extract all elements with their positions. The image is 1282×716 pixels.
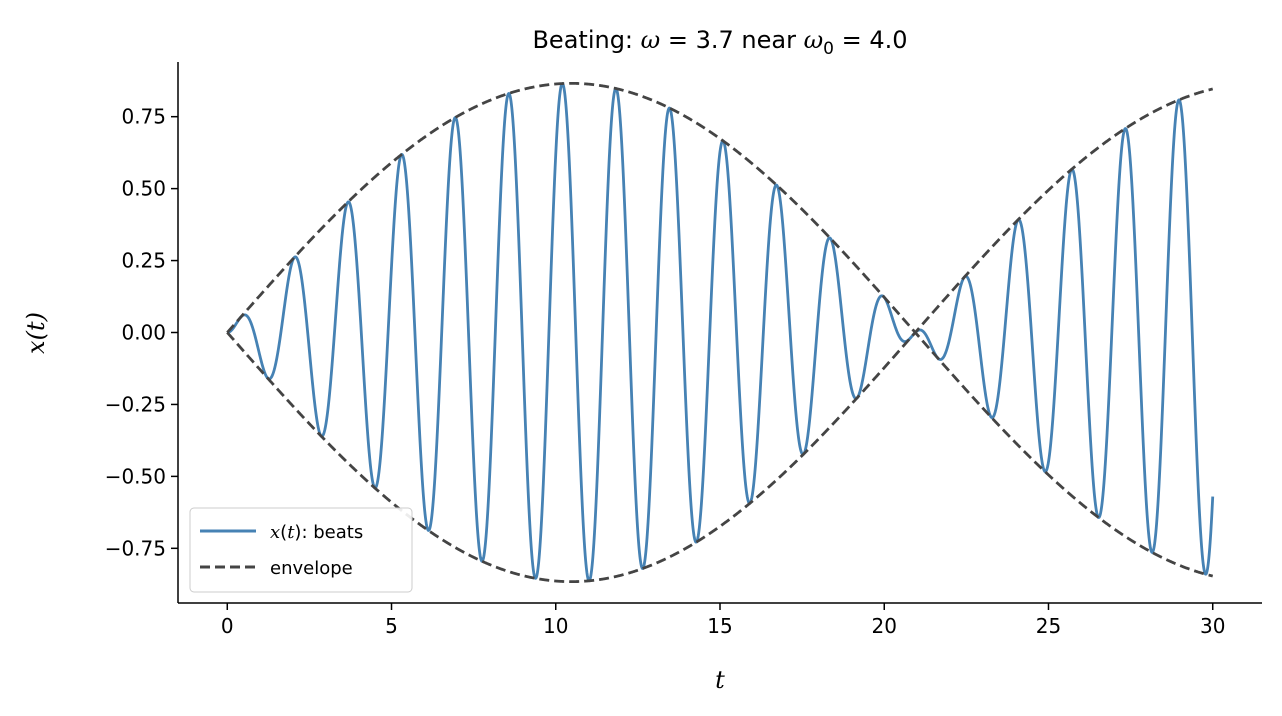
legend: x(t): beats envelope xyxy=(189,507,413,593)
x-tick-label: 0 xyxy=(221,614,234,638)
y-tick-label: 0.25 xyxy=(121,249,166,273)
x-tick-label: 15 xyxy=(707,614,732,638)
x-tick-label: 25 xyxy=(1036,614,1061,638)
legend-box xyxy=(189,507,413,593)
y-tick-label: −0.75 xyxy=(105,536,166,560)
x-tick-label: 5 xyxy=(385,614,398,638)
y-tick-label: 0.00 xyxy=(121,321,166,345)
series-envelope-upper xyxy=(226,81,1214,578)
x-tick-label: 30 xyxy=(1200,614,1225,638)
x-ticks: 0 5 10 15 20 25 30 xyxy=(221,603,1225,638)
x-axis-label: t xyxy=(715,666,725,694)
chart-title: Beating: ω = 3.7 near ω0 = 4.0 xyxy=(532,26,907,59)
y-ticks: −0.75 −0.50 −0.25 0.00 0.25 0.50 0.75 xyxy=(105,105,178,560)
y-axis-label: x(t) xyxy=(22,312,50,354)
y-tick-label: 0.50 xyxy=(121,177,166,201)
series-envelope-lower xyxy=(226,87,1214,584)
y-tick-label: −0.25 xyxy=(105,392,166,416)
x-tick-label: 20 xyxy=(872,614,897,638)
x-tick-label: 10 xyxy=(543,614,568,638)
y-tick-label: 0.75 xyxy=(121,105,166,129)
y-tick-label: −0.50 xyxy=(105,464,166,488)
plot-area xyxy=(226,81,1215,584)
series-beats-line xyxy=(226,82,1215,583)
legend-label-beats: x(t): beats xyxy=(270,522,363,543)
legend-label-envelope: envelope xyxy=(270,558,353,579)
